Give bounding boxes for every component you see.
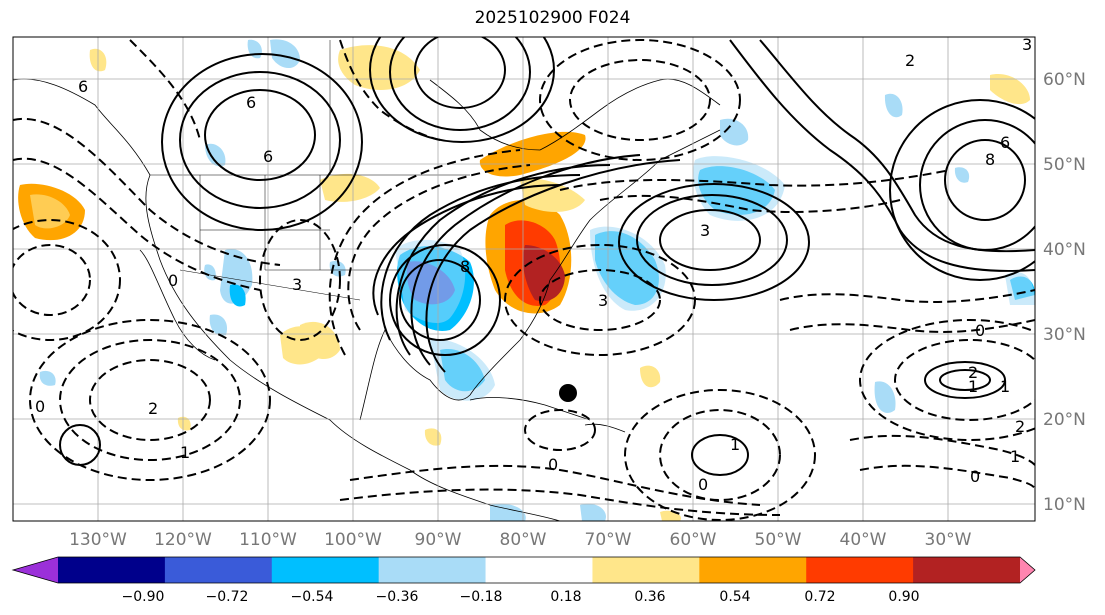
colorbar-extend-max: [1020, 557, 1035, 583]
contour-label: 2: [968, 363, 978, 382]
contour-label: 3: [700, 221, 710, 240]
colorbar-tick-label: 0.90: [888, 589, 919, 605]
contour-label: 6: [246, 93, 256, 112]
graticule: [13, 37, 1035, 521]
colorbar-ticks: −0.90 −0.72 −0.54 −0.36 −0.18 0.18 0.36 …: [122, 589, 920, 605]
contour-label: 1: [1010, 447, 1020, 466]
colorbar-tick-label: −0.54: [291, 589, 334, 605]
lat-label: 10°N: [1043, 495, 1086, 515]
contour-label: 8: [460, 257, 470, 276]
colorbar-segment: [806, 557, 914, 583]
contour-label: 1: [180, 443, 190, 462]
contour-label: 3: [292, 275, 302, 294]
contour-label: 2: [905, 51, 915, 70]
lon-label: 60°W: [670, 530, 717, 550]
contour-label: 0: [35, 397, 45, 416]
colorbar-segment: [164, 557, 273, 583]
lon-label: 110°W: [239, 530, 297, 550]
colorbar-segment: [58, 557, 166, 583]
lat-label: 40°N: [1043, 240, 1086, 260]
colorbar-segment: [271, 557, 380, 583]
colorbar-tick-label: −0.18: [460, 589, 503, 605]
colorbar-segments: [13, 557, 1035, 583]
colorbar-tick-label: −0.90: [122, 589, 165, 605]
contour-label: 2: [1015, 417, 1025, 436]
colorbar-outline: [11, 556, 1036, 584]
colorbar-segment: [592, 557, 700, 583]
contour-label: 0: [548, 455, 558, 474]
longitude-axis: 130°W 120°W 110°W 100°W 90°W 80°W 70°W 6…: [69, 530, 972, 550]
colorbar-segment: [913, 557, 1021, 583]
lon-label: 50°W: [755, 530, 802, 550]
lon-label: 40°W: [840, 530, 887, 550]
lon-label: 120°W: [154, 530, 212, 550]
colorbar-tick-label: 0.36: [634, 589, 665, 605]
colorbar-tick-label: 0.54: [719, 589, 750, 605]
latitude-axis: 60°N 50°N 40°N 30°N 20°N 10°N: [1043, 70, 1086, 515]
contour-label: 2: [148, 399, 158, 418]
contour-label: 0: [975, 321, 985, 340]
colorbar: −0.90 −0.72 −0.54 −0.36 −0.18 0.18 0.36 …: [11, 556, 1036, 605]
contour-label: 1: [1000, 377, 1010, 396]
lon-label: 30°W: [925, 530, 972, 550]
lat-label: 60°N: [1043, 70, 1086, 90]
storm-center-marker: [559, 384, 577, 402]
contour-label: 8: [985, 150, 995, 169]
contour-label: 3: [1022, 35, 1032, 54]
contour-label: 6: [263, 147, 273, 166]
colorbar-segment: [485, 557, 593, 583]
contour-label: 6: [1000, 133, 1010, 152]
lon-label: 70°W: [585, 530, 632, 550]
map-title: 2025102900 F024: [474, 8, 631, 28]
contour-label: 6: [78, 77, 88, 96]
colorbar-segment: [378, 557, 487, 583]
map-frame: [12, 36, 1036, 522]
colorbar-segment: [699, 557, 807, 583]
contour-label: 0: [698, 475, 708, 494]
lon-label: 90°W: [415, 530, 462, 550]
contour-label: 1: [968, 377, 978, 396]
contour-label: 0: [970, 467, 980, 486]
colorbar-tick-label: −0.36: [376, 589, 419, 605]
lat-label: 30°N: [1043, 325, 1086, 345]
contour-label: 3: [598, 291, 608, 310]
lat-label: 50°N: [1043, 155, 1086, 175]
solid-contours: [59, 37, 1035, 476]
contour-label: 0: [168, 271, 178, 290]
colorbar-tick-label: 0.18: [550, 589, 581, 605]
lon-label: 100°W: [324, 530, 382, 550]
colorbar-tick-label: −0.72: [206, 589, 249, 605]
colorbar-tick-label: 0.72: [804, 589, 835, 605]
contour-label-group: 6 6 6 6 8 8 3 3 3 3 2 2 2 1 1 1 0 0 0 0 …: [35, 35, 1032, 494]
lon-label: 130°W: [69, 530, 127, 550]
colorbar-extend-min: [13, 557, 58, 583]
dashed-contours: [13, 39, 1035, 521]
lat-label: 20°N: [1043, 410, 1086, 430]
contour-label: 1: [730, 435, 740, 454]
lon-label: 80°W: [500, 530, 547, 550]
